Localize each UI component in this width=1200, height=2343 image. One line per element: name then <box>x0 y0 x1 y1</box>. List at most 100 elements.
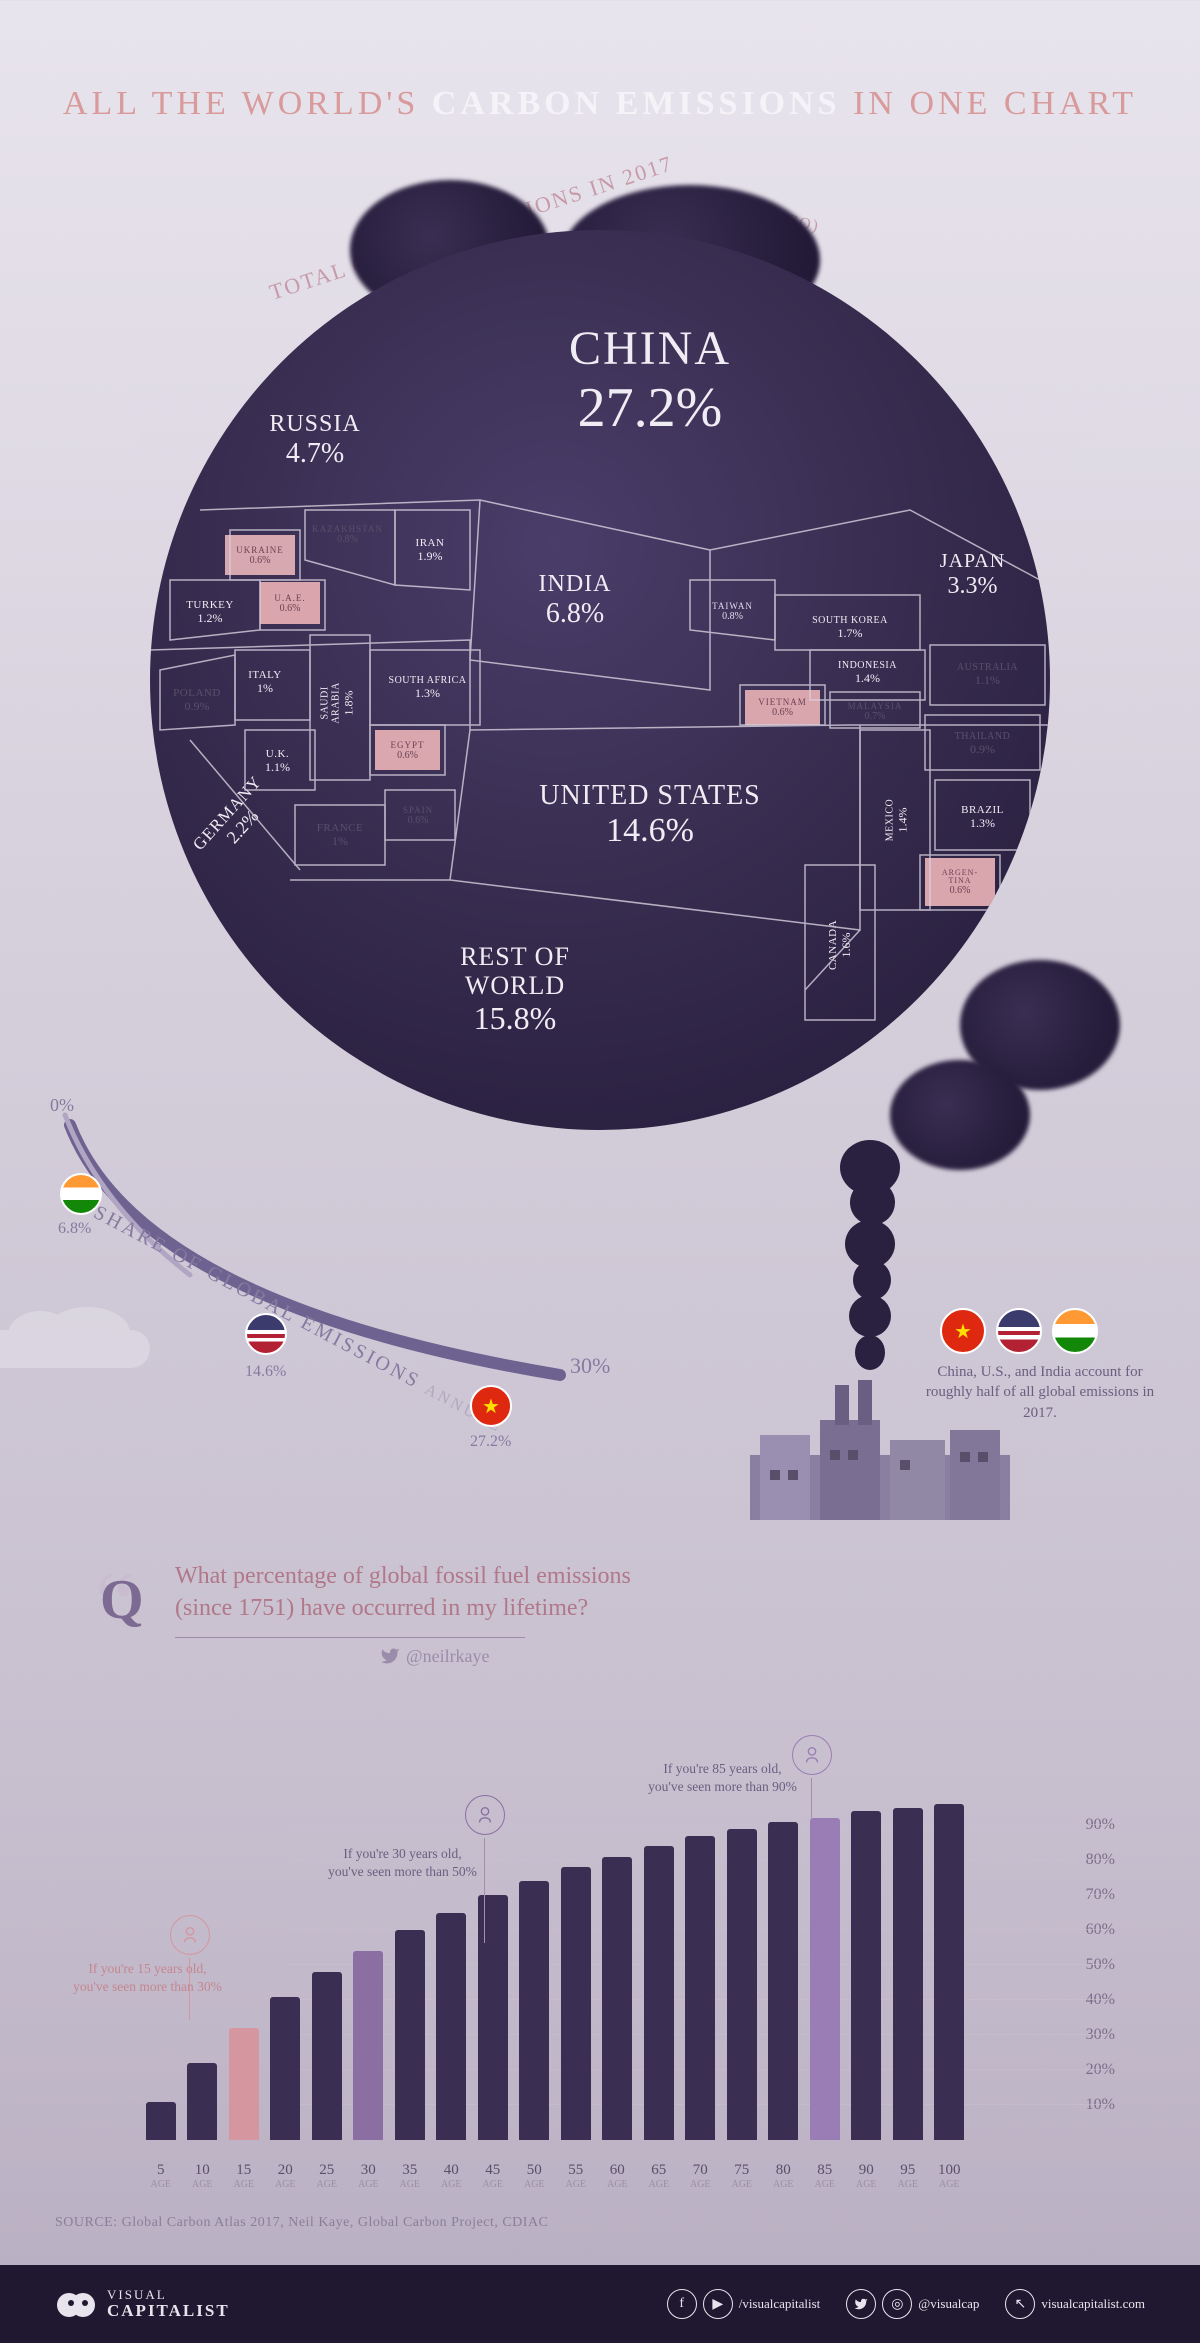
divider <box>175 1637 525 1638</box>
bar <box>187 2063 217 2140</box>
bar <box>934 1804 964 2140</box>
bar <box>810 1818 840 2140</box>
x-tick: 100AGE <box>929 2162 969 2190</box>
social-handle-1: /visualcapitalist <box>739 2296 821 2312</box>
social-links: f ▶ /visualcapitalist ◎ @visualcap ↖ vis… <box>667 2289 1145 2319</box>
twitter-icon <box>380 1646 400 1666</box>
facebook-icon[interactable]: f <box>667 2289 697 2319</box>
x-tick: 80AGE <box>763 2162 803 2190</box>
cursor-icon[interactable]: ↖ <box>1005 2289 1035 2319</box>
footer: VISUAL CAPITALIST f ▶ /visualcapitalist … <box>0 2265 1200 2343</box>
y-tick: 40% <box>1086 1991 1115 2009</box>
y-tick: 60% <box>1086 1921 1115 1939</box>
marker-china: ★ <box>470 1385 512 1427</box>
social-handle-2: @visualcap <box>918 2296 979 2312</box>
region-borders <box>150 230 1050 1130</box>
x-tick: 90AGE <box>846 2162 886 2190</box>
cloud-decoration <box>0 410 140 450</box>
brand-text: VISUAL CAPITALIST <box>107 2288 230 2321</box>
question-text: What percentage of global fossil fuel em… <box>175 1560 660 1625</box>
x-tick: 20AGE <box>265 2162 305 2190</box>
bar <box>851 1811 881 2140</box>
page: ALL THE WORLD'S CARBON EMISSIONS IN ONE … <box>0 0 1200 2343</box>
x-tick: 55AGE <box>556 2162 596 2190</box>
y-tick: 80% <box>1086 1851 1115 1869</box>
emissions-chart: CHINA 27.2% RUSSIA 4.7% INDIA 6.8% JAPAN… <box>150 230 1050 1130</box>
x-tick: 85AGE <box>805 2162 845 2190</box>
flag-china-icon: ★ <box>940 1308 986 1354</box>
x-tick: 15AGE <box>224 2162 264 2190</box>
marker-india <box>60 1173 102 1215</box>
x-tick: 25AGE <box>307 2162 347 2190</box>
marker-china-pct: 27.2% <box>470 1433 511 1451</box>
plot-area <box>140 1790 970 2140</box>
x-tick: 70AGE <box>680 2162 720 2190</box>
smoke-column <box>845 1140 895 1380</box>
x-tick: 50AGE <box>514 2162 554 2190</box>
bar <box>768 1822 798 2141</box>
brand-line1: VISUAL <box>107 2287 167 2302</box>
question-block: “ Q What percentage of global fossil fue… <box>100 1560 660 1667</box>
bar <box>602 1857 632 2141</box>
bar <box>395 1930 425 2140</box>
x-tick: 45AGE <box>473 2162 513 2190</box>
title-bold: CARBON EMISSIONS <box>432 85 841 122</box>
bar <box>519 1881 549 2140</box>
bar <box>561 1867 591 2140</box>
share-zero-label: 0% <box>50 1095 74 1116</box>
y-tick: 70% <box>1086 1886 1115 1904</box>
bar <box>644 1846 674 2140</box>
marker-us-pct: 14.6% <box>245 1363 286 1381</box>
x-tick: 65AGE <box>639 2162 679 2190</box>
bar <box>478 1895 508 2140</box>
x-tick: 30AGE <box>348 2162 388 2190</box>
connector <box>811 1778 812 1818</box>
logo-icon <box>55 2283 97 2325</box>
bar <box>353 1951 383 2140</box>
bar <box>436 1913 466 2141</box>
share-thirty-label: 30% <box>570 1353 610 1379</box>
person-icon-15 <box>170 1915 210 1955</box>
annotation-30: If you're 30 years old, you've seen more… <box>325 1845 480 1880</box>
lifetime-barchart: 10%20%30%40%50%60%70%80%90% 5AGE10AGE15A… <box>140 1760 1060 2190</box>
x-tick: 75AGE <box>722 2162 762 2190</box>
marker-us <box>245 1313 287 1355</box>
half-emissions-note: China, U.S., and India account for rough… <box>925 1362 1155 1423</box>
bar <box>685 1836 715 2141</box>
y-tick: 90% <box>1086 1816 1115 1834</box>
share-arc-svg <box>40 1105 640 1455</box>
brand-logo: VISUAL CAPITALIST <box>55 2283 230 2325</box>
bar <box>727 1829 757 2141</box>
instagram-icon[interactable]: ◎ <box>882 2289 912 2319</box>
x-tick: 5AGE <box>141 2162 181 2190</box>
brand-line2: CAPITALIST <box>107 2302 230 2321</box>
cloud-decoration <box>1070 440 1200 475</box>
y-tick: 10% <box>1086 2096 1115 2114</box>
annotation-15: If you're 15 years old, you've seen more… <box>70 1960 225 1995</box>
y-tick: 20% <box>1086 2061 1115 2079</box>
twitter-icon[interactable] <box>846 2289 876 2319</box>
bar <box>312 1972 342 2140</box>
x-tick: 60AGE <box>597 2162 637 2190</box>
q-letter: Q <box>100 1568 144 1632</box>
flag-india-icon <box>1052 1308 1098 1354</box>
x-tick: 40AGE <box>431 2162 471 2190</box>
source-text: SOURCE: Global Carbon Atlas 2017, Neil K… <box>55 2215 548 2231</box>
bar <box>270 1997 300 2141</box>
y-tick: 50% <box>1086 1956 1115 1974</box>
page-title: ALL THE WORLD'S CARBON EMISSIONS IN ONE … <box>0 85 1200 123</box>
title-suffix: IN ONE CHART <box>853 85 1137 122</box>
twitter-handle: @neilrkaye <box>380 1646 660 1667</box>
bar <box>229 2028 259 2140</box>
annotation-85: If you're 85 years old, you've seen more… <box>645 1760 800 1795</box>
twitter-handle-text: @neilrkaye <box>406 1646 490 1667</box>
social-handle-3: visualcapitalist.com <box>1041 2296 1145 2312</box>
y-tick: 30% <box>1086 2026 1115 2044</box>
x-tick: 10AGE <box>182 2162 222 2190</box>
youtube-icon[interactable]: ▶ <box>703 2289 733 2319</box>
connector <box>484 1838 485 1943</box>
bar <box>146 2102 176 2141</box>
chart-circle: CHINA 27.2% RUSSIA 4.7% INDIA 6.8% JAPAN… <box>150 230 1050 1130</box>
person-icon-30 <box>465 1795 505 1835</box>
x-tick: 35AGE <box>390 2162 430 2190</box>
